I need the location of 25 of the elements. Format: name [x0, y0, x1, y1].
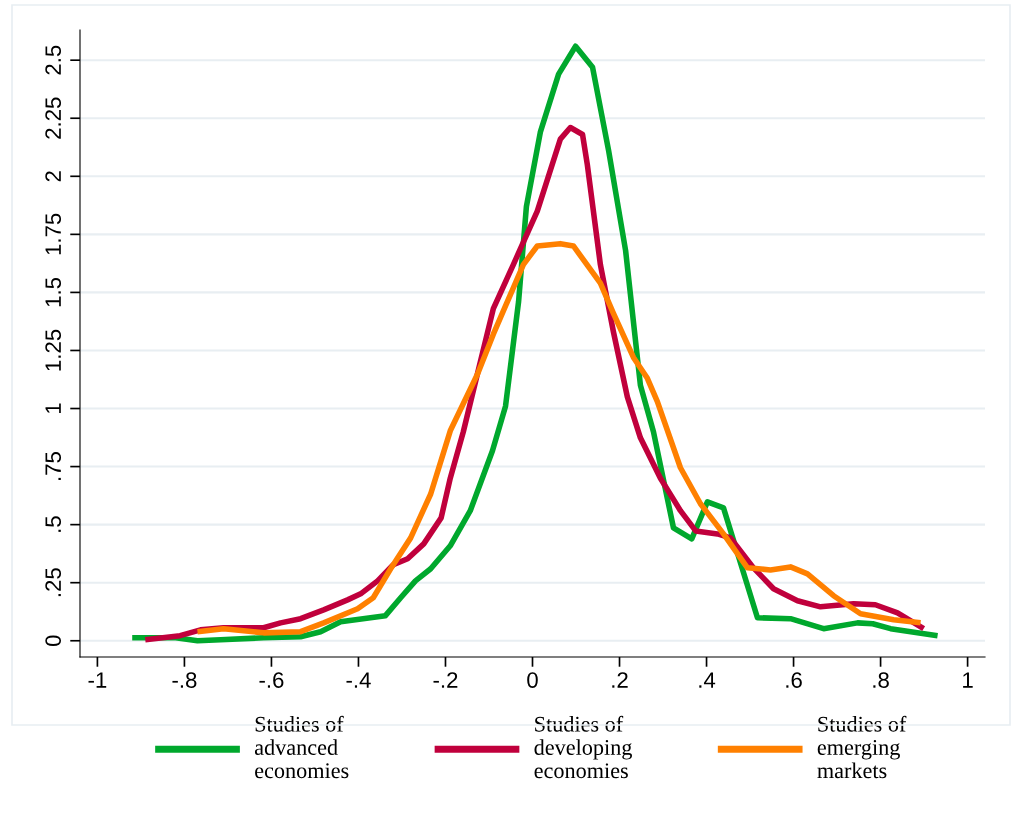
y-tick-label: 1.75 — [45, 213, 62, 255]
y-tick-label: 2 — [45, 171, 61, 182]
x-tick-label: .6 — [786, 672, 802, 688]
x-tick-label: 1 — [963, 672, 973, 688]
x-tick-label: -.8 — [172, 672, 197, 688]
y-tick-label: 0 — [45, 635, 62, 647]
y-tick-label: 2.5 — [45, 45, 62, 75]
x-tick-label: 0 — [527, 672, 538, 688]
x-tick-label: -.2 — [433, 672, 458, 688]
legend-label: Studies of emerging markets — [817, 715, 907, 779]
x-tick-label: -1 — [88, 672, 107, 688]
y-tick-label: .25 — [45, 568, 62, 597]
y-tick-label: 2.25 — [45, 97, 62, 139]
x-tick-label: -.6 — [259, 672, 284, 688]
y-tick-label: .5 — [45, 516, 62, 532]
y-tick-label: 1.5 — [45, 277, 62, 307]
y-tick-label: 1 — [45, 403, 61, 414]
x-tick-label: .8 — [873, 672, 889, 688]
y-tick-label: .75 — [45, 452, 62, 480]
x-tick-label: -.4 — [346, 672, 371, 688]
legend-label: Studies of developing economies — [534, 715, 632, 779]
y-tick-label: 1.25 — [45, 329, 62, 371]
x-tick-label: .2 — [612, 672, 628, 688]
x-tick-label: .4 — [699, 672, 716, 688]
legend-label: Studies of advanced economies — [254, 715, 349, 779]
